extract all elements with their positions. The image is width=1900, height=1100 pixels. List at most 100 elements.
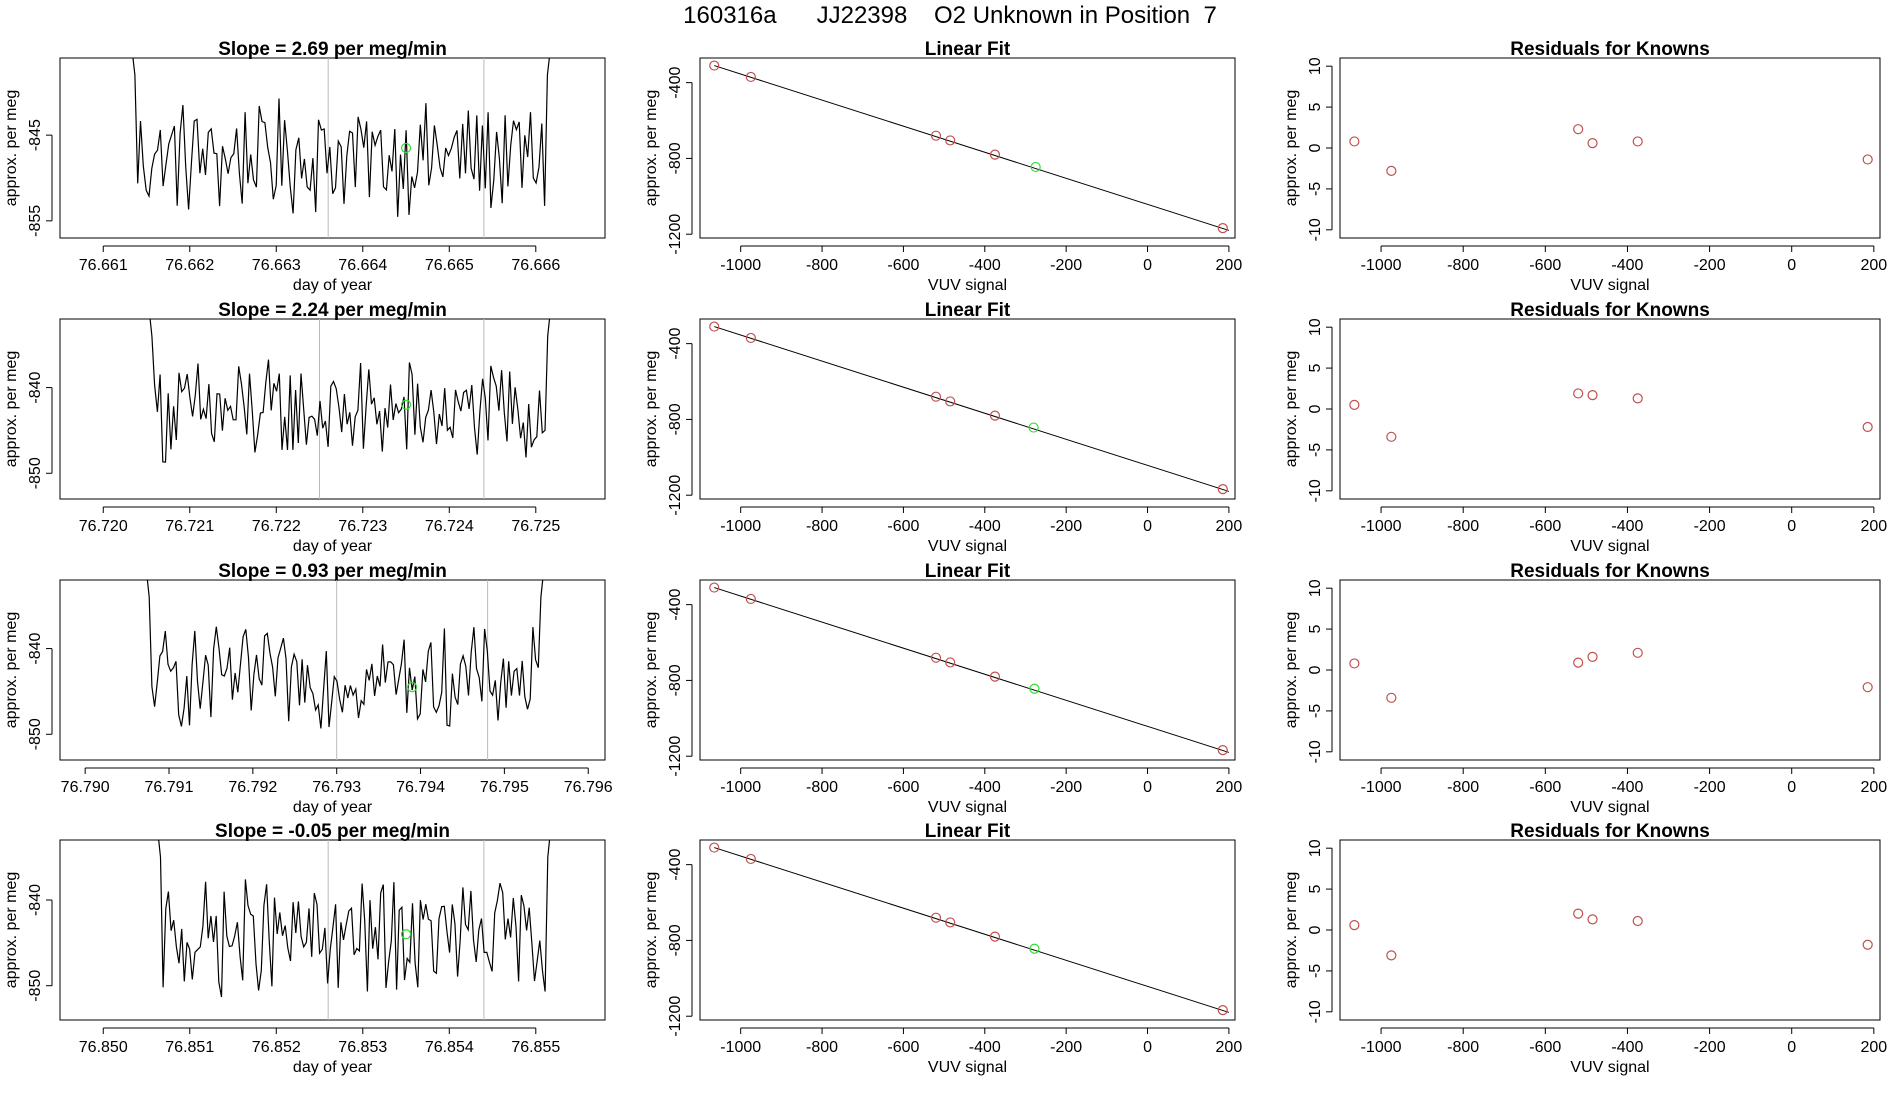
x-tick-label: -1000 [720, 518, 761, 535]
panel-title: Linear Fit [925, 39, 1011, 60]
known-point [1349, 919, 1360, 931]
x-tick-label: 200 [1216, 779, 1243, 796]
y-axis-label: approx. per meg [3, 612, 20, 729]
y-axis-label: approx. per meg [643, 351, 660, 468]
panel-title: Residuals for Knowns [1510, 39, 1710, 60]
y-tick-label: -840 [27, 371, 44, 403]
y-tick-label: -800 [667, 403, 684, 435]
x-tick-label: 76.790 [61, 779, 110, 796]
x-tick-label: 76.796 [564, 779, 613, 796]
plot-area [1349, 647, 1873, 703]
known-point [745, 593, 756, 605]
time-series-panel-row-2: Slope = 2.24 per meg/min 76.720 76.721 76.7… [3, 300, 606, 555]
known-point [945, 396, 956, 407]
unknown-point [400, 399, 412, 410]
unknown-point [1028, 422, 1039, 433]
known-point [989, 671, 1001, 682]
y-tick-label: -850 [27, 718, 44, 750]
y-tick-label: -400 [667, 589, 684, 621]
plot-frame [699, 57, 1236, 239]
known-point [1632, 647, 1643, 658]
x-tick-label: 76.724 [425, 518, 474, 535]
x-tick-label: -800 [1447, 779, 1479, 796]
y-tick-label: 5 [1307, 885, 1324, 894]
x-tick-label: -400 [969, 257, 1001, 274]
y-tick-label: -1200 [667, 475, 684, 516]
x-tick-label: 76.850 [79, 1039, 128, 1056]
known-point [945, 657, 956, 668]
panel-title: Linear Fit [925, 821, 1011, 842]
y-axis-label: approx. per meg [1283, 612, 1300, 729]
plot-frame [699, 579, 1236, 761]
x-tick-label: -600 [887, 779, 919, 796]
x-axis-label: day of year [293, 538, 373, 555]
x-tick-label: -800 [806, 779, 838, 796]
panel-title: Linear Fit [925, 300, 1011, 321]
y-axis-label: approx. per meg [643, 612, 660, 729]
x-tick-label: -400 [1611, 518, 1643, 535]
x-tick-label: 200 [1860, 257, 1887, 274]
unknown-point [400, 929, 412, 940]
y-axis-label: approx. per meg [1283, 351, 1300, 468]
y-tick-label: 10 [1307, 57, 1324, 75]
plot-area [709, 60, 1230, 234]
x-tick-label: 200 [1216, 518, 1243, 535]
known-point [1386, 165, 1397, 177]
series-trace [149, 319, 551, 463]
x-tick-label: 0 [1143, 1039, 1152, 1056]
y-tick-label: 0 [1307, 143, 1324, 152]
x-tick-label: 200 [1860, 1039, 1887, 1056]
known-point [1587, 651, 1598, 663]
x-tick-label: -200 [1050, 1039, 1082, 1056]
x-tick-label: 0 [1143, 779, 1152, 796]
plot-frame [59, 57, 606, 239]
x-tick-label: 0 [1787, 1039, 1796, 1056]
known-point [930, 652, 942, 663]
y-tick-label: -400 [667, 328, 684, 360]
known-point [745, 853, 756, 865]
x-axis-label: VUV signal [1570, 1059, 1649, 1076]
x-tick-label: 200 [1216, 1039, 1243, 1056]
known-point [1217, 484, 1228, 495]
y-tick-label: -5 [1307, 704, 1324, 718]
x-tick-label: 0 [1143, 257, 1152, 274]
time-series-panel-row-1: Slope = 2.69 per meg/min 76.661 76.662 76.6… [3, 39, 606, 294]
panel-title: Slope = 0.93 per meg/min [218, 561, 447, 582]
x-tick-label: 76.664 [338, 257, 387, 274]
x-tick-label: 76.791 [145, 779, 194, 796]
known-point [709, 582, 720, 593]
x-tick-label: 76.662 [165, 257, 214, 274]
x-tick-label: -200 [1694, 1039, 1726, 1056]
x-tick-label: 76.661 [79, 257, 128, 274]
panel-title: Residuals for Knowns [1510, 300, 1710, 321]
x-tick-label: 76.663 [252, 257, 301, 274]
residuals-panel-row-1: Residuals for Knowns-1000 -800 -600 -400 -20… [1283, 39, 1887, 294]
known-point [1573, 908, 1584, 919]
y-tick-label: 5 [1307, 364, 1324, 373]
plot-frame [1339, 839, 1881, 1021]
x-tick-label: -1000 [1361, 779, 1402, 796]
y-tick-label: -400 [667, 67, 684, 99]
fit-line [714, 65, 1230, 231]
x-axis-label: day of year [293, 1059, 373, 1076]
known-point [1862, 421, 1873, 433]
plot-frame [59, 839, 606, 1021]
x-tick-label: -600 [1529, 518, 1561, 535]
x-tick-label: 200 [1216, 257, 1243, 274]
unknown-point [1030, 161, 1041, 173]
fit-line [714, 587, 1230, 753]
known-point [1573, 124, 1584, 135]
series-trace [132, 58, 550, 217]
y-tick-label: 0 [1307, 665, 1324, 674]
x-tick-label: -1000 [720, 1039, 761, 1056]
x-axis-label: VUV signal [928, 1059, 1007, 1076]
y-axis-label: approx. per meg [3, 90, 20, 207]
x-tick-label: -800 [806, 518, 838, 535]
y-axis-label: approx. per meg [1283, 872, 1300, 989]
known-point [1632, 136, 1643, 147]
known-point [930, 912, 942, 923]
y-tick-label: -840 [27, 632, 44, 664]
plot-area [149, 319, 551, 499]
known-point [1632, 915, 1643, 927]
x-tick-label: 0 [1787, 779, 1796, 796]
